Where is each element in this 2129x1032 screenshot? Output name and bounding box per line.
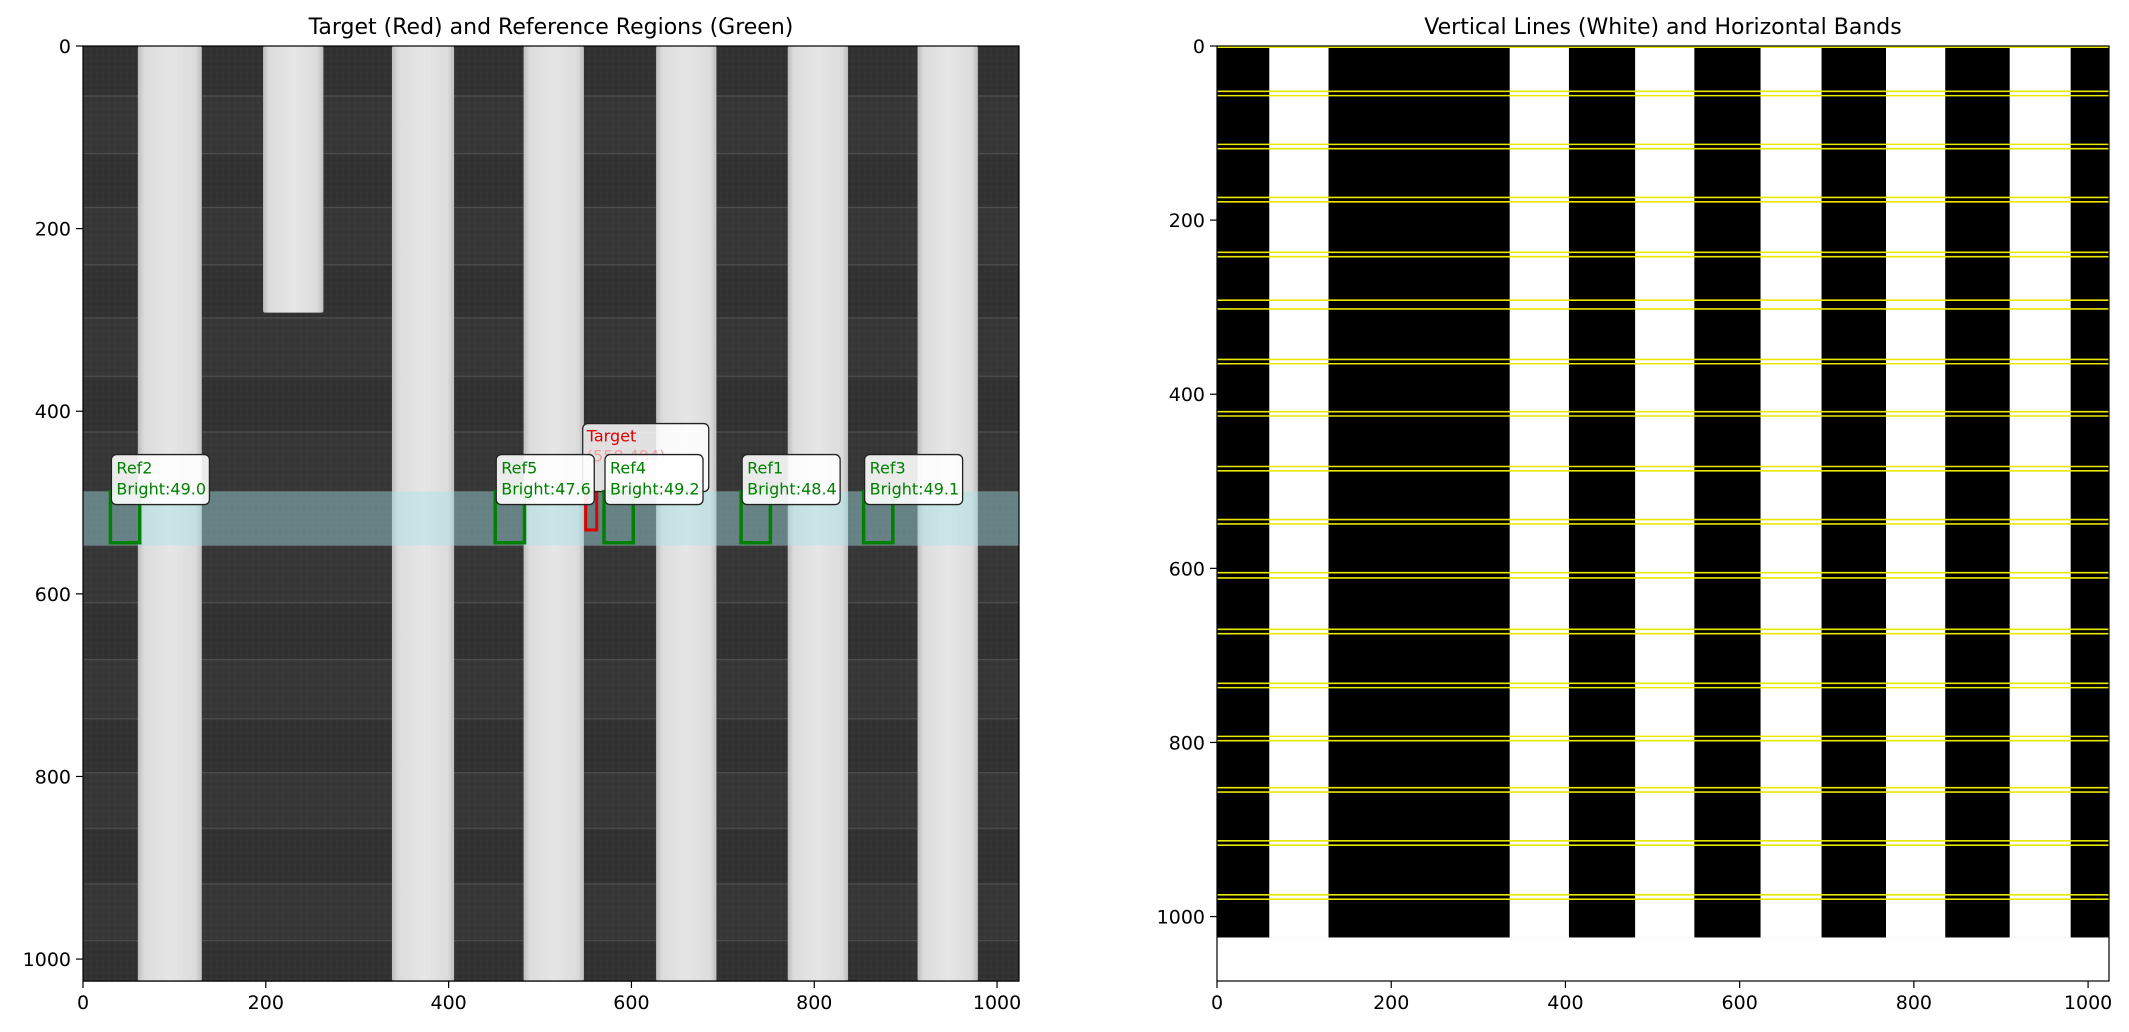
- left-axes-frame: [82, 45, 1020, 982]
- y-tick-label: 0: [59, 36, 71, 58]
- x-tick-label: 200: [248, 992, 284, 1014]
- y-tick-label: 600: [35, 584, 71, 606]
- right-ticks: 0 200 400 600 800 1000 0 200 400 600 800 1000: [1157, 36, 2113, 1014]
- reference-brightness: Bright:49.0: [116, 480, 206, 499]
- reference-brightness: Bright:49.1: [870, 480, 960, 499]
- x-tick-label: 800: [1896, 992, 1932, 1014]
- reference-label: Ref1: [747, 459, 783, 478]
- y-tick-label: 200: [1169, 210, 1205, 232]
- right-panel: Vertical Lines (White) and Horizontal Ba…: [1157, 15, 2113, 1014]
- y-tick-label: 800: [35, 766, 71, 788]
- white-column: [1509, 46, 1569, 938]
- reference-brightness: Bright:47.6: [501, 480, 591, 499]
- white-column: [1269, 46, 1329, 938]
- white-column: [1886, 46, 1946, 938]
- left-panel: Target (Red) and Reference Regions (Gree…: [23, 15, 1022, 1014]
- x-tick-label: 1000: [973, 992, 1021, 1014]
- right-image: [1217, 46, 2109, 981]
- y-tick-label: 600: [1169, 558, 1205, 580]
- reference-brightness: Bright:48.4: [747, 480, 837, 499]
- vertical-line: [523, 46, 584, 981]
- white-column: [2009, 46, 2071, 938]
- y-tick-label: 1000: [1157, 907, 1205, 929]
- reference-brightness: Bright:49.2: [610, 480, 700, 499]
- vertical-line: [137, 46, 202, 981]
- white-column: [1760, 46, 1822, 938]
- vertical-line: [656, 46, 717, 981]
- reference-label: Ref2: [116, 459, 152, 478]
- x-tick-label: 0: [77, 992, 89, 1014]
- left-ticks: 0 200 400 600 800 1000 0 200 400 600 800 1000: [23, 36, 1022, 1014]
- x-tick-label: 600: [1722, 992, 1758, 1014]
- reference-label-box: [604, 453, 704, 506]
- y-tick-label: 400: [1169, 384, 1205, 406]
- white-column: [1635, 46, 1695, 938]
- vertical-line: [391, 46, 455, 981]
- x-tick-label: 400: [430, 992, 466, 1014]
- left-panel-title: Target (Red) and Reference Regions (Gree…: [308, 15, 794, 40]
- vertical-line: [787, 46, 849, 981]
- y-tick-label: 0: [1193, 36, 1205, 58]
- y-tick-label: 800: [1169, 732, 1205, 754]
- reference-label: Ref5: [501, 459, 537, 478]
- right-axes-frame: [1216, 45, 2110, 982]
- reference-label-box: [863, 453, 964, 506]
- x-tick-label: 400: [1547, 992, 1583, 1014]
- vertical-line: [917, 46, 978, 981]
- x-tick-label: 0: [1211, 992, 1223, 1014]
- vertical-line: [263, 46, 324, 313]
- reference-label-box: [741, 453, 841, 506]
- left-annotations: Target(558,494)Ref2Bright:49.0Ref5Bright…: [83, 422, 1019, 546]
- x-tick-label: 600: [613, 992, 649, 1014]
- x-tick-label: 800: [796, 992, 832, 1014]
- x-tick-label: 200: [1373, 992, 1409, 1014]
- reference-label-box: [110, 453, 211, 506]
- x-tick-label: 1000: [2064, 992, 2112, 1014]
- y-tick-label: 1000: [23, 949, 71, 971]
- reference-label-box: [495, 453, 595, 506]
- right-panel-title: Vertical Lines (White) and Horizontal Ba…: [1424, 15, 1901, 40]
- y-tick-label: 400: [35, 401, 71, 423]
- target-label: Target: [586, 427, 637, 446]
- reference-label: Ref3: [870, 459, 906, 478]
- reference-label: Ref4: [610, 459, 646, 478]
- y-tick-label: 200: [35, 219, 71, 241]
